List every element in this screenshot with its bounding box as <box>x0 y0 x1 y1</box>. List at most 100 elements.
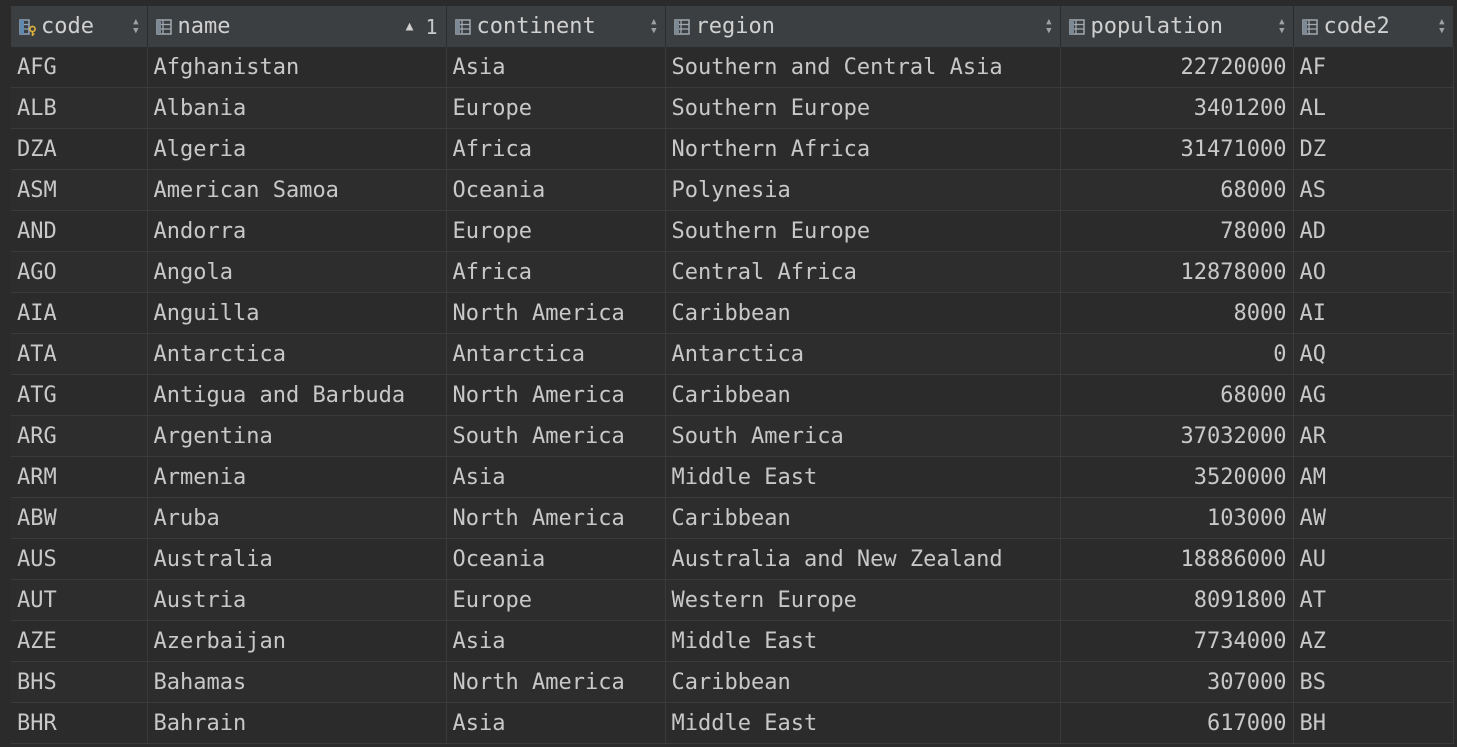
cell-region[interactable]: Caribbean <box>665 292 1061 334</box>
table-row[interactable]: ALB Albania Europe Southern Europe 3401200 AL <box>11 87 1454 129</box>
cell-code[interactable]: AGO <box>11 251 148 293</box>
cell-population[interactable]: 0 <box>1060 333 1294 375</box>
cell-continent[interactable]: North America <box>446 497 666 539</box>
cell-code2[interactable]: AT <box>1293 579 1454 621</box>
cell-population[interactable]: 68000 <box>1060 374 1294 416</box>
cell-name[interactable]: Algeria <box>147 128 447 170</box>
column-header-region[interactable]: region ▲ ▼ <box>665 6 1061 47</box>
cell-region[interactable]: Caribbean <box>665 497 1061 539</box>
cell-continent[interactable]: North America <box>446 292 666 334</box>
cell-name[interactable]: Australia <box>147 538 447 580</box>
cell-code2[interactable]: AI <box>1293 292 1454 334</box>
cell-region[interactable]: Antarctica <box>665 333 1061 375</box>
cell-population[interactable]: 78000 <box>1060 210 1294 252</box>
cell-population[interactable]: 31471000 <box>1060 128 1294 170</box>
cell-code[interactable]: AND <box>11 210 148 252</box>
cell-region[interactable]: South America <box>665 415 1061 457</box>
cell-population[interactable]: 22720000 <box>1060 47 1294 88</box>
cell-name[interactable]: Armenia <box>147 456 447 498</box>
cell-code[interactable]: ATA <box>11 333 148 375</box>
cell-continent[interactable]: Asia <box>446 47 666 88</box>
cell-population[interactable]: 3520000 <box>1060 456 1294 498</box>
cell-region[interactable]: Central Africa <box>665 251 1061 293</box>
cell-code2[interactable]: BS <box>1293 661 1454 703</box>
cell-population[interactable]: 68000 <box>1060 169 1294 211</box>
cell-name[interactable]: Argentina <box>147 415 447 457</box>
cell-population[interactable]: 12878000 <box>1060 251 1294 293</box>
cell-continent[interactable]: Antarctica <box>446 333 666 375</box>
cell-population[interactable]: 8091800 <box>1060 579 1294 621</box>
cell-code[interactable]: ARG <box>11 415 148 457</box>
cell-continent[interactable]: Europe <box>446 210 666 252</box>
column-header-population[interactable]: population ▲ ▼ <box>1060 6 1294 47</box>
cell-code2[interactable]: AM <box>1293 456 1454 498</box>
cell-code[interactable]: DZA <box>11 128 148 170</box>
cell-continent[interactable]: Oceania <box>446 538 666 580</box>
cell-code[interactable]: ARM <box>11 456 148 498</box>
table-row[interactable]: BHS Bahamas North America Caribbean 307000 BS <box>11 661 1454 703</box>
sort-toggle-icon[interactable]: ▲ ▼ <box>1439 16 1445 36</box>
cell-code[interactable]: ASM <box>11 169 148 211</box>
cell-code[interactable]: AUT <box>11 579 148 621</box>
cell-continent[interactable]: Asia <box>446 702 666 744</box>
table-row[interactable]: AGO Angola Africa Central Africa 12878000 AO <box>11 251 1454 293</box>
cell-code[interactable]: ATG <box>11 374 148 416</box>
cell-region[interactable]: Southern and Central Asia <box>665 47 1061 88</box>
cell-code2[interactable]: BH <box>1293 702 1454 744</box>
cell-continent[interactable]: Asia <box>446 620 666 662</box>
cell-population[interactable]: 103000 <box>1060 497 1294 539</box>
cell-code[interactable]: AZE <box>11 620 148 662</box>
cell-code[interactable]: AUS <box>11 538 148 580</box>
cell-continent[interactable]: South America <box>446 415 666 457</box>
cell-region[interactable]: Southern Europe <box>665 210 1061 252</box>
cell-name[interactable]: Aruba <box>147 497 447 539</box>
cell-region[interactable]: Middle East <box>665 456 1061 498</box>
column-header-continent[interactable]: continent ▲ ▼ <box>446 6 666 47</box>
cell-code[interactable]: AFG <box>11 47 148 88</box>
cell-code2[interactable]: DZ <box>1293 128 1454 170</box>
table-row[interactable]: DZA Algeria Africa Northern Africa 31471000 D… <box>11 128 1454 170</box>
cell-code[interactable]: ALB <box>11 87 148 129</box>
cell-population[interactable]: 3401200 <box>1060 87 1294 129</box>
table-row[interactable]: ASM American Samoa Oceania Polynesia 68000 AS <box>11 169 1454 211</box>
table-row[interactable]: ARM Armenia Asia Middle East 3520000 AM <box>11 456 1454 498</box>
cell-continent[interactable]: North America <box>446 374 666 416</box>
table-row[interactable]: AFG Afghanistan Asia Southern and Central A… <box>11 47 1454 88</box>
cell-continent[interactable]: Oceania <box>446 169 666 211</box>
cell-code2[interactable]: AZ <box>1293 620 1454 662</box>
cell-code[interactable]: BHR <box>11 702 148 744</box>
cell-code[interactable]: ABW <box>11 497 148 539</box>
cell-population[interactable]: 37032000 <box>1060 415 1294 457</box>
cell-region[interactable]: Australia and New Zealand <box>665 538 1061 580</box>
column-header-name[interactable]: name ▲ 1 <box>147 6 447 47</box>
cell-name[interactable]: Angola <box>147 251 447 293</box>
cell-population[interactable]: 18886000 <box>1060 538 1294 580</box>
table-row[interactable]: AZE Azerbaijan Asia Middle East 7734000 AZ <box>11 620 1454 662</box>
sort-toggle-icon[interactable]: ▲ ▼ <box>133 16 139 36</box>
cell-region[interactable]: Middle East <box>665 620 1061 662</box>
cell-code2[interactable]: AO <box>1293 251 1454 293</box>
sort-ascending-icon[interactable]: ▲ 1 <box>406 15 438 39</box>
sort-toggle-icon[interactable]: ▲ ▼ <box>1046 16 1052 36</box>
cell-code2[interactable]: AG <box>1293 374 1454 416</box>
cell-population[interactable]: 617000 <box>1060 702 1294 744</box>
cell-name[interactable]: American Samoa <box>147 169 447 211</box>
cell-code2[interactable]: AD <box>1293 210 1454 252</box>
cell-continent[interactable]: North America <box>446 661 666 703</box>
cell-population[interactable]: 7734000 <box>1060 620 1294 662</box>
cell-continent[interactable]: Africa <box>446 128 666 170</box>
cell-region[interactable]: Caribbean <box>665 661 1061 703</box>
cell-region[interactable]: Polynesia <box>665 169 1061 211</box>
cell-continent[interactable]: Europe <box>446 579 666 621</box>
cell-name[interactable]: Austria <box>147 579 447 621</box>
cell-name[interactable]: Azerbaijan <box>147 620 447 662</box>
cell-code2[interactable]: AL <box>1293 87 1454 129</box>
sort-toggle-icon[interactable]: ▲ ▼ <box>651 16 657 36</box>
cell-continent[interactable]: Africa <box>446 251 666 293</box>
cell-code[interactable]: AIA <box>11 292 148 334</box>
table-row[interactable]: BHR Bahrain Asia Middle East 617000 BH <box>11 702 1454 744</box>
cell-code2[interactable]: AU <box>1293 538 1454 580</box>
table-row[interactable]: AUT Austria Europe Western Europe 8091800 AT <box>11 579 1454 621</box>
cell-code[interactable]: BHS <box>11 661 148 703</box>
cell-population[interactable]: 8000 <box>1060 292 1294 334</box>
